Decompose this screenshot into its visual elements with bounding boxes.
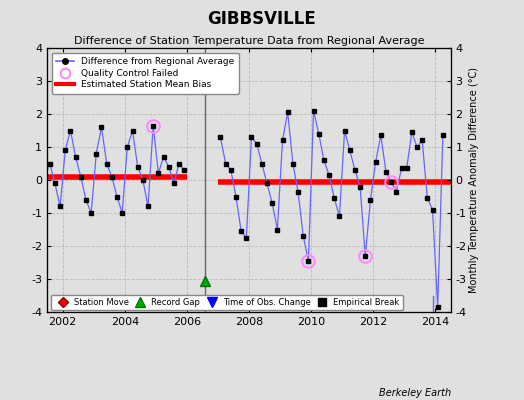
Legend: Station Move, Record Gap, Time of Obs. Change, Empirical Break: Station Move, Record Gap, Time of Obs. C… xyxy=(51,295,402,310)
Text: Berkeley Earth: Berkeley Earth xyxy=(378,388,451,398)
Title: Difference of Station Temperature Data from Regional Average: Difference of Station Temperature Data f… xyxy=(74,36,424,46)
Y-axis label: Monthly Temperature Anomaly Difference (°C): Monthly Temperature Anomaly Difference (… xyxy=(470,67,479,293)
Text: GIBBSVILLE: GIBBSVILLE xyxy=(208,10,316,28)
